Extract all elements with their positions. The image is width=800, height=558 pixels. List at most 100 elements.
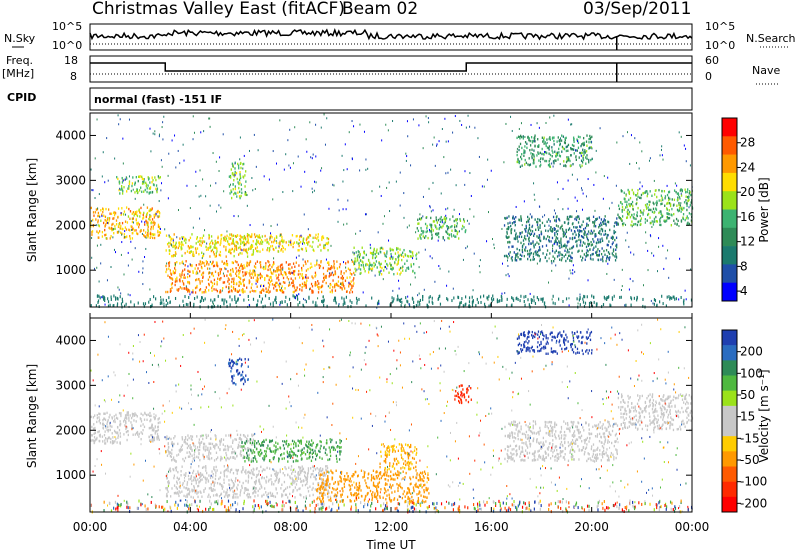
heatmap-cell xyxy=(573,138,574,140)
heatmap-cell xyxy=(681,219,682,221)
heatmap-cell xyxy=(581,187,582,189)
heatmap-cell xyxy=(150,236,151,238)
heatmap-cell xyxy=(466,127,467,129)
heatmap-cell xyxy=(352,158,353,160)
heatmap-cell xyxy=(502,263,503,265)
heatmap-cell xyxy=(642,298,643,301)
heatmap-cell xyxy=(210,447,211,449)
heatmap-cell xyxy=(565,260,566,262)
colorbar-segment xyxy=(722,210,737,229)
heatmap-cell xyxy=(192,251,193,253)
heatmap-cell xyxy=(103,418,104,420)
heatmap-cell xyxy=(339,209,340,211)
heatmap-cell xyxy=(151,226,152,228)
heatmap-cell xyxy=(91,234,92,236)
heatmap-cell xyxy=(446,225,447,227)
heatmap-cell xyxy=(242,271,243,273)
heatmap-cell xyxy=(133,189,134,191)
heatmap-cell xyxy=(344,301,345,304)
heatmap-cell xyxy=(125,414,126,416)
heatmap-cell xyxy=(529,164,530,166)
heatmap-cell xyxy=(442,225,443,227)
heatmap-cell xyxy=(202,277,203,279)
heatmap-cell xyxy=(627,232,628,234)
heatmap-cell xyxy=(336,260,337,262)
heatmap-cell xyxy=(232,439,233,441)
heatmap-cell xyxy=(522,224,523,226)
heatmap-cell xyxy=(102,440,103,442)
heatmap-cell xyxy=(541,153,542,155)
heatmap-cell xyxy=(239,510,240,513)
heatmap-cell xyxy=(539,227,540,229)
heatmap-cell xyxy=(201,299,202,302)
heatmap-cell xyxy=(425,249,426,251)
heatmap-cell xyxy=(547,142,548,144)
heatmap-cell xyxy=(126,206,127,208)
heatmap-cell xyxy=(262,248,263,250)
heatmap-cell xyxy=(640,215,641,217)
heatmap-cell xyxy=(133,211,134,213)
heatmap-cell xyxy=(270,268,271,270)
heatmap-cell xyxy=(257,260,258,262)
heatmap-cell xyxy=(495,502,496,505)
heatmap-cell xyxy=(405,269,406,271)
heatmap-cell xyxy=(584,142,585,144)
heatmap-cell xyxy=(603,198,604,200)
heatmap-cell xyxy=(166,249,167,251)
heatmap-cell xyxy=(567,257,568,259)
heatmap-cell xyxy=(208,279,209,281)
heatmap-cell xyxy=(246,286,247,288)
heatmap-cell xyxy=(190,448,191,450)
heatmap-cell xyxy=(191,265,192,267)
heatmap-cell xyxy=(569,304,570,306)
heatmap-cell xyxy=(104,181,105,183)
heatmap-cell xyxy=(269,237,270,239)
heatmap-cell xyxy=(129,218,130,220)
heatmap-cell xyxy=(124,424,125,426)
heatmap-cell xyxy=(156,430,157,432)
heatmap-cell xyxy=(116,431,117,433)
heatmap-cell xyxy=(407,135,408,137)
heatmap-cell xyxy=(211,457,212,459)
heatmap-cell xyxy=(674,189,675,191)
heatmap-cell xyxy=(473,503,474,506)
heatmap-cell xyxy=(548,239,549,241)
heatmap-cell xyxy=(305,263,306,265)
heatmap-cell xyxy=(311,275,312,277)
heatmap-cell xyxy=(407,296,408,298)
heatmap-cell xyxy=(579,294,580,296)
heatmap-cell xyxy=(132,221,133,223)
heatmap-cell xyxy=(198,452,199,454)
heatmap-cell xyxy=(256,166,257,168)
heatmap-cell xyxy=(675,191,676,193)
heatmap-cell xyxy=(648,201,649,203)
heatmap-cell xyxy=(459,230,460,232)
heatmap-cell xyxy=(520,166,521,168)
heatmap-cell xyxy=(454,226,455,228)
heatmap-cell xyxy=(272,198,273,200)
heatmap-cell xyxy=(97,295,98,298)
heatmap-cell xyxy=(436,219,437,221)
heatmap-cell xyxy=(209,255,210,257)
heatmap-cell xyxy=(525,229,526,231)
heatmap-cell xyxy=(654,180,655,182)
heatmap-cell xyxy=(274,505,275,508)
heatmap-cell xyxy=(198,241,199,243)
heatmap-cell xyxy=(220,254,221,256)
heatmap-cell xyxy=(557,242,558,244)
heatmap-cell xyxy=(217,278,218,280)
heatmap-cell xyxy=(442,221,443,223)
heatmap-cell xyxy=(569,160,570,162)
heatmap-cell xyxy=(175,280,176,282)
heatmap-cell xyxy=(444,118,445,120)
heatmap-cell xyxy=(558,298,559,301)
heatmap-cell xyxy=(267,502,268,505)
heatmap-cell xyxy=(419,234,420,236)
heatmap-cell xyxy=(163,116,164,118)
heatmap-cell xyxy=(224,275,225,277)
heatmap-cell xyxy=(561,150,562,152)
heatmap-cell xyxy=(210,241,211,243)
heatmap-cell xyxy=(571,229,572,231)
heatmap-cell xyxy=(327,249,328,251)
heatmap-cell xyxy=(569,216,570,218)
